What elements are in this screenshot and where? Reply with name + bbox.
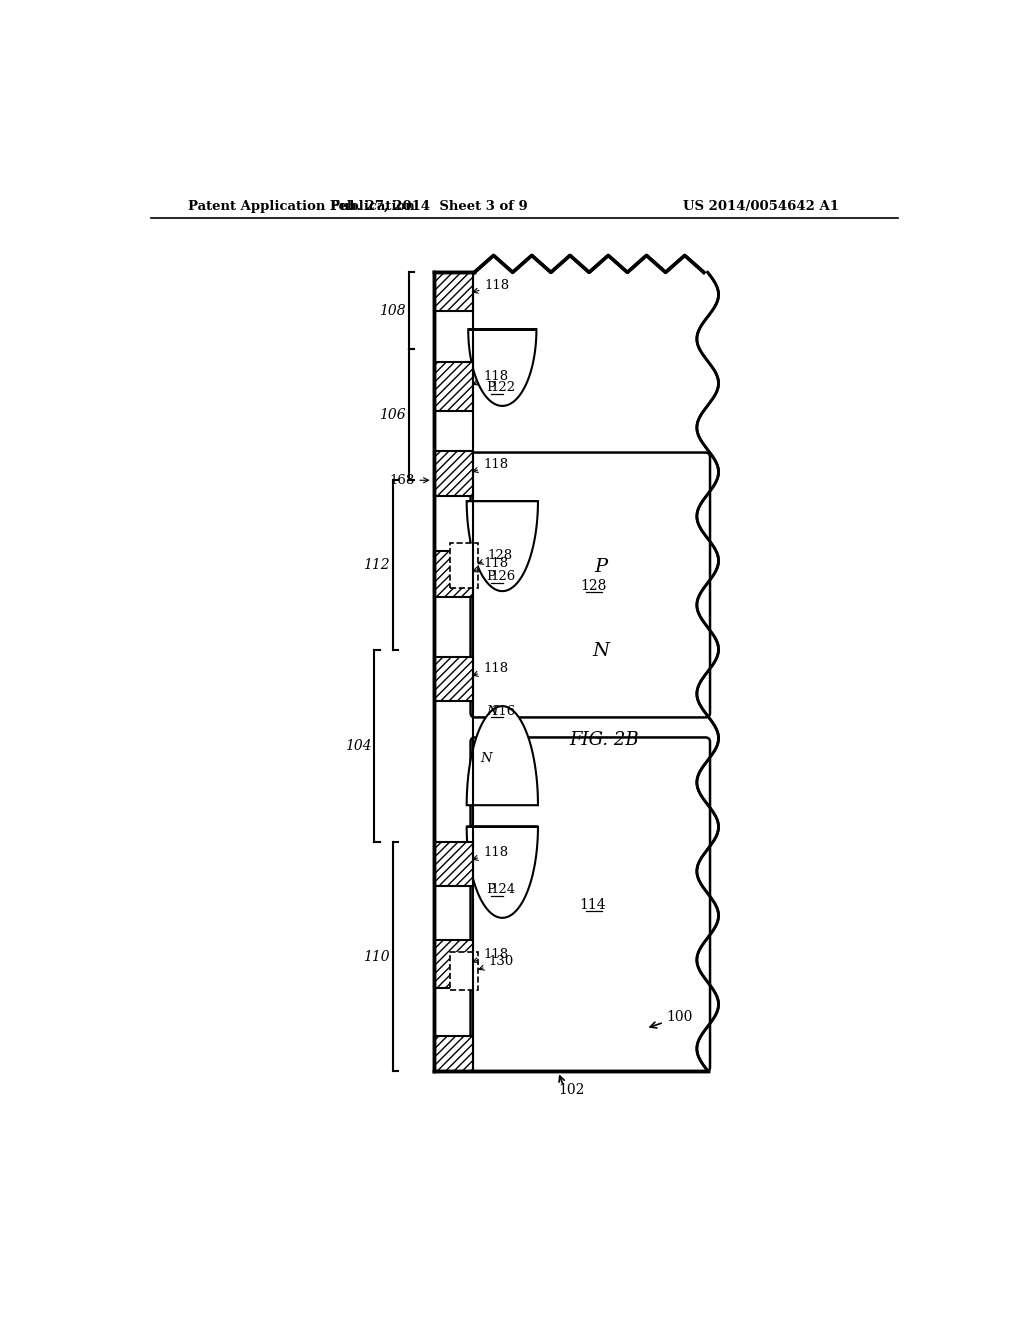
FancyBboxPatch shape (471, 453, 710, 718)
Text: 124: 124 (490, 883, 516, 896)
Text: 118: 118 (473, 661, 508, 676)
Bar (434, 1036, 473, 1071)
Text: 118: 118 (473, 557, 508, 572)
Bar (434, 552, 473, 598)
Text: N: N (486, 705, 498, 718)
Text: FIG. 2B: FIG. 2B (569, 731, 639, 748)
Polygon shape (467, 826, 538, 917)
Bar (434, 272, 717, 1071)
Text: 126: 126 (490, 570, 516, 583)
Text: 116: 116 (490, 705, 516, 718)
Text: Patent Application Publication: Patent Application Publication (188, 199, 415, 213)
Text: N: N (480, 752, 492, 766)
Text: 118: 118 (473, 948, 508, 962)
Text: 102: 102 (558, 1084, 585, 1097)
Bar (450, 544, 478, 589)
Text: 118: 118 (473, 370, 508, 385)
Text: P: P (486, 381, 495, 395)
Text: 128: 128 (478, 549, 513, 564)
Text: P: P (594, 557, 607, 576)
Text: 128: 128 (580, 578, 606, 593)
Polygon shape (468, 330, 537, 407)
Text: 112: 112 (364, 558, 390, 572)
Text: 168: 168 (389, 474, 415, 487)
Text: 130: 130 (479, 954, 514, 970)
Text: P: P (486, 883, 495, 896)
Text: 100: 100 (650, 1010, 693, 1028)
Text: 114: 114 (580, 899, 606, 912)
Text: 122: 122 (490, 381, 516, 395)
Text: US 2014/0054642 A1: US 2014/0054642 A1 (683, 199, 839, 213)
Text: 118: 118 (473, 458, 508, 473)
Text: 118: 118 (473, 279, 510, 293)
Text: 108: 108 (379, 304, 406, 318)
Bar (450, 952, 478, 990)
Bar (434, 940, 473, 989)
Bar (434, 451, 473, 496)
Text: 110: 110 (364, 949, 390, 964)
Text: 106: 106 (379, 408, 406, 422)
Bar (434, 657, 473, 701)
Polygon shape (467, 502, 538, 591)
Polygon shape (467, 706, 538, 805)
Text: 104: 104 (345, 739, 372, 752)
Bar (434, 272, 473, 312)
Text: P: P (486, 570, 495, 583)
Text: N: N (592, 643, 609, 660)
Text: 118: 118 (473, 846, 508, 861)
FancyBboxPatch shape (471, 738, 710, 1072)
Bar (434, 363, 473, 411)
Text: Feb. 27, 2014  Sheet 3 of 9: Feb. 27, 2014 Sheet 3 of 9 (330, 199, 527, 213)
Bar (434, 842, 473, 886)
